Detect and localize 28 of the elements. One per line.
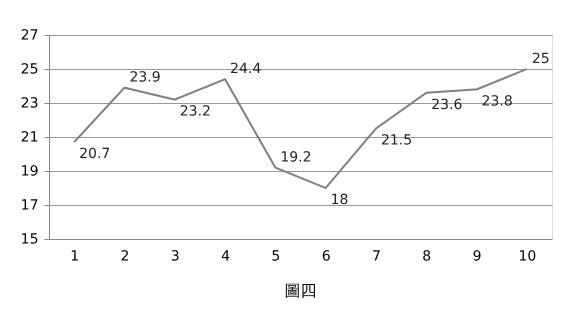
x-tick-label: 10 bbox=[518, 248, 536, 264]
x-tick-label: 3 bbox=[170, 248, 180, 264]
y-tick-label: 17 bbox=[20, 198, 38, 214]
x-tick-label: 1 bbox=[70, 248, 80, 264]
x-tick-label: 2 bbox=[120, 248, 130, 264]
data-label: 20.7 bbox=[79, 146, 110, 162]
data-label: 25 bbox=[532, 51, 550, 67]
data-label: 23.2 bbox=[180, 104, 211, 120]
y-tick-label: 19 bbox=[20, 164, 38, 180]
text: 圖四 bbox=[284, 281, 316, 300]
data-label: 18 bbox=[330, 192, 348, 208]
data-label: 21.5 bbox=[380, 132, 412, 148]
x-tick-label: 7 bbox=[372, 248, 381, 264]
x-tick-label: 6 bbox=[322, 248, 331, 264]
y-tick-label: 27 bbox=[20, 28, 38, 44]
data-label: 19.2 bbox=[280, 150, 312, 166]
x-tick-label: 4 bbox=[221, 248, 230, 264]
x-tick-label: 8 bbox=[422, 248, 432, 264]
data-label: 23.6 bbox=[431, 96, 463, 113]
data-label: 23.9 bbox=[129, 70, 161, 86]
data-label: 23.8 bbox=[482, 93, 513, 110]
y-tick-label: 23 bbox=[20, 96, 38, 112]
y-tick-label: 15 bbox=[20, 232, 38, 248]
x-tick-label: 9 bbox=[472, 248, 482, 264]
y-tick-label: 25 bbox=[20, 62, 38, 78]
y-tick-label: 21 bbox=[20, 130, 38, 146]
data-label: 24.4 bbox=[230, 61, 262, 78]
x-tick-label: 5 bbox=[271, 248, 280, 264]
